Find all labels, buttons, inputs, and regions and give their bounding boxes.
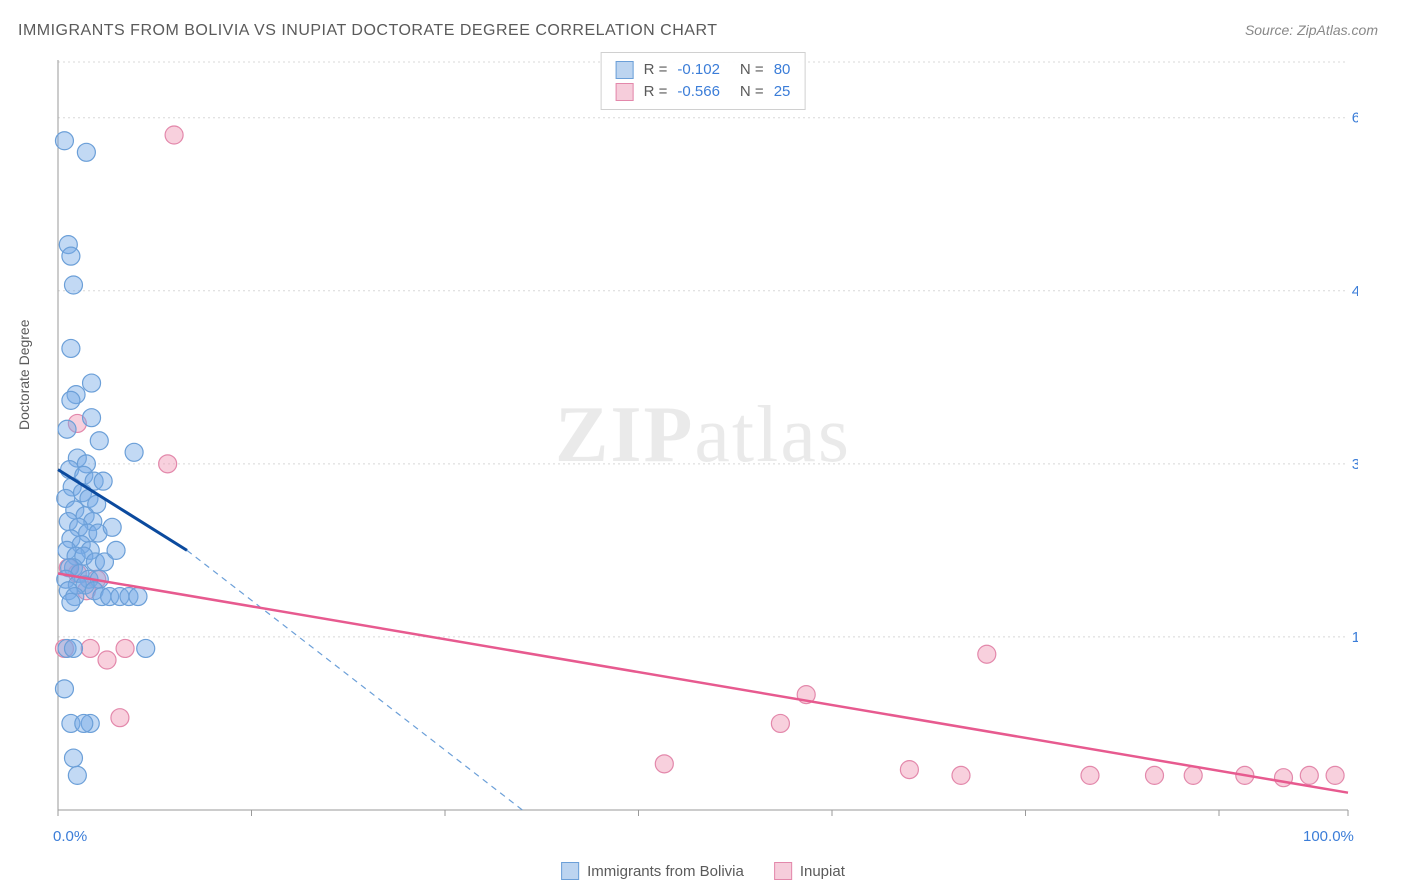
legend-row-bolivia: R = -0.102 N = 80 <box>616 59 791 81</box>
svg-text:3.0%: 3.0% <box>1352 456 1358 473</box>
n-value-inupiat: 25 <box>774 81 791 103</box>
correlation-legend: R = -0.102 N = 80 R = -0.566 N = 25 <box>601 52 806 110</box>
chart-title: IMMIGRANTS FROM BOLIVIA VS INUPIAT DOCTO… <box>18 22 717 40</box>
y-axis-label: Doctorate Degree <box>16 319 32 430</box>
chart-area: 1.5% 3.0% 4.5% 6.0% <box>48 50 1358 820</box>
svg-text:6.0%: 6.0% <box>1352 110 1358 127</box>
series-legend: Immigrants from Bolivia Inupiat <box>561 862 845 880</box>
swatch-inupiat <box>616 83 634 101</box>
svg-text:4.5%: 4.5% <box>1352 283 1358 300</box>
legend-row-inupiat: R = -0.566 N = 25 <box>616 81 791 103</box>
x-axis-min-label: 0.0% <box>53 828 87 845</box>
svg-text:1.5%: 1.5% <box>1352 629 1358 646</box>
swatch-icon <box>774 862 792 880</box>
legend-label: Immigrants from Bolivia <box>587 863 744 880</box>
swatch-icon <box>561 862 579 880</box>
r-value-inupiat: -0.566 <box>677 81 720 103</box>
source-label: Source: ZipAtlas.com <box>1245 22 1378 38</box>
legend-item-inupiat: Inupiat <box>774 862 845 880</box>
scatter-chart: 1.5% 3.0% 4.5% 6.0% <box>48 50 1358 820</box>
swatch-bolivia <box>616 61 634 79</box>
legend-item-bolivia: Immigrants from Bolivia <box>561 862 744 880</box>
r-value-bolivia: -0.102 <box>677 59 720 81</box>
legend-label: Inupiat <box>800 863 845 880</box>
x-axis-max-label: 100.0% <box>1303 828 1354 845</box>
n-value-bolivia: 80 <box>774 59 791 81</box>
